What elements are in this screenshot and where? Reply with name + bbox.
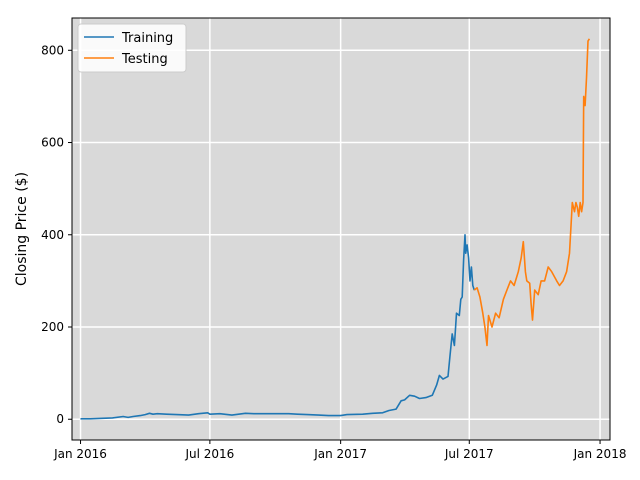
x-tick-label: Jan 2016	[53, 447, 107, 461]
legend-box	[77, 23, 187, 73]
grid	[72, 18, 610, 440]
legend-label-training: Training	[121, 31, 173, 46]
y-tick-label: 800	[41, 43, 64, 57]
series-layer	[80, 38, 591, 420]
x-tick-label: Jan 2018	[573, 447, 627, 461]
y-tick-label: 400	[41, 228, 64, 242]
x-tick-label: Jul 2017	[444, 447, 494, 461]
x-tick-label: Jan 2017	[313, 447, 367, 461]
x-tick-label: Jul 2016	[184, 447, 234, 461]
legend-label-testing: Testing	[121, 52, 168, 67]
series-line-training	[80, 234, 476, 420]
y-tick-label: 200	[41, 320, 64, 334]
y-axis-title: Closing Price ($)	[14, 172, 30, 286]
y-tick-label: 0	[56, 412, 64, 426]
legend: Training Testing	[77, 23, 187, 73]
tick-layer: Jan 2016 Jul 2016 Jan 2017 Jul 2017 Jan 2018…	[41, 43, 626, 461]
y-tick-label: 600	[41, 136, 64, 150]
series-line-testing	[473, 38, 591, 347]
